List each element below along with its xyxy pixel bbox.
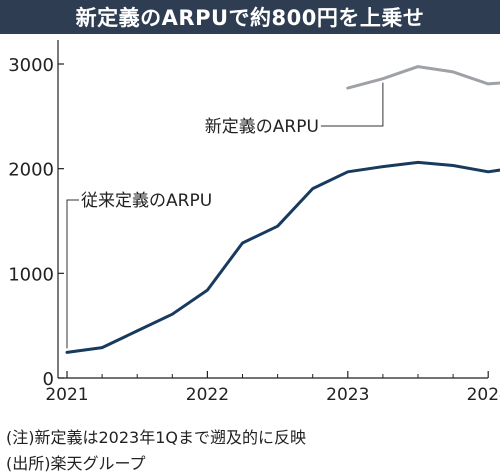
y-tick-label: 1000 (8, 264, 54, 285)
y-tick-label: 0 (43, 369, 54, 390)
series-line-new (346, 65, 500, 90)
line-chart: 0 1000 2000 3000 2021 2022 2023 2024 従来定義のARPU 新… (8, 40, 500, 405)
y-tick-label: 2000 (8, 160, 54, 181)
source-note: (出所)楽天グループ (6, 454, 146, 473)
y-tick-label: 3000 (8, 55, 54, 76)
x-tick-label: 2021 (45, 385, 88, 405)
series-labels: 従来定義のARPU 新定義のARPU (66, 82, 384, 349)
axes: 0 1000 2000 3000 2021 2022 2023 2024 (8, 40, 500, 405)
leader-line-old (66, 199, 79, 349)
series-lines (65, 65, 500, 354)
x-tick-label: 2022 (186, 385, 229, 405)
x-tick-label: 2023 (326, 385, 369, 405)
chart-title: 新定義のARPUで約800円を上乗せ (0, 0, 500, 34)
footnote: (注)新定義は2023年1Qまで遡及的に反映 (6, 428, 306, 447)
series-label-new: 新定義のARPU (205, 117, 319, 137)
series-label-old: 従来定義のARPU (81, 191, 212, 211)
x-tick-label: 2024 (467, 385, 500, 405)
leader-line-new (320, 82, 384, 127)
